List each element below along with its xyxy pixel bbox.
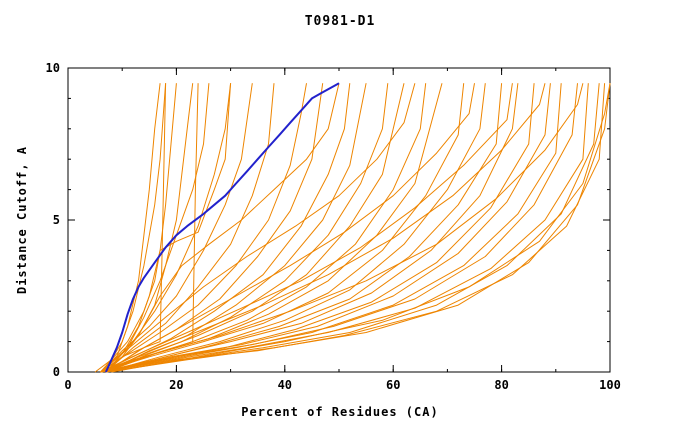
model-curve (105, 83, 340, 373)
model-curve (105, 83, 367, 373)
y-tick-label: 10 (46, 61, 60, 75)
plot-title: T0981-D1 (304, 14, 376, 29)
model-curve (105, 83, 546, 373)
model-curve (100, 83, 307, 373)
model-curve (105, 83, 611, 373)
model-curve (100, 83, 210, 373)
model-curve (100, 83, 161, 373)
model-curve (100, 83, 416, 373)
x-tick-label: 20 (169, 378, 183, 392)
model-curve (105, 83, 443, 373)
model-curve (105, 83, 519, 373)
x-axis-label: Percent of Residues (CA) (241, 405, 439, 419)
model-curve (105, 83, 475, 373)
model-curve (100, 83, 167, 373)
model-curve (105, 83, 578, 373)
model-curve (100, 83, 606, 373)
model-curve (105, 83, 199, 373)
x-tick-label: 60 (386, 378, 400, 392)
model-curve (100, 83, 177, 373)
model-curve (100, 83, 389, 373)
x-tick-label: 80 (494, 378, 508, 392)
x-tick-label: 100 (599, 378, 621, 392)
model-curve (111, 83, 611, 373)
y-tick-label: 5 (53, 213, 60, 227)
x-tick-label: 0 (64, 378, 71, 392)
model-curve (100, 83, 253, 373)
model-curve (105, 83, 405, 373)
model-curve (105, 83, 232, 373)
model-curve (105, 83, 194, 373)
model-curve (100, 83, 562, 373)
x-tick-label: 40 (278, 378, 292, 392)
model-curve (100, 83, 584, 373)
model-curve (105, 83, 551, 373)
model-curve (105, 83, 600, 373)
highlighted-model-curve (104, 82, 340, 373)
model-curve (105, 83, 275, 373)
y-axis-label: Distance Cutoff, A (15, 145, 29, 295)
model-curve (100, 83, 513, 373)
y-tick-label: 0 (53, 365, 60, 379)
model-curve (105, 83, 486, 373)
model-curve (100, 83, 465, 373)
